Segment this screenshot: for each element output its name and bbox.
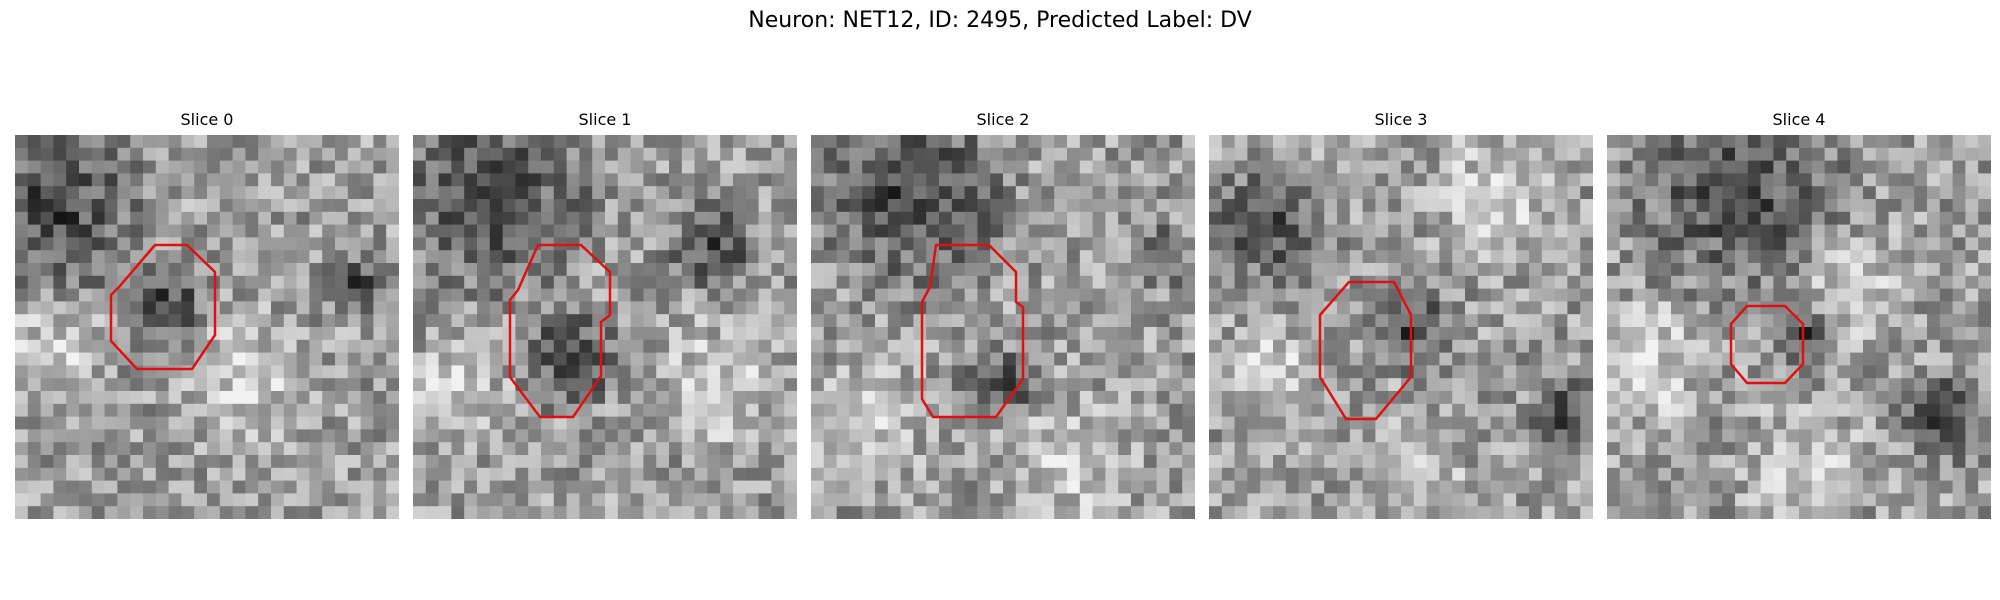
pixel-grid [413,135,797,519]
slice-image [15,135,399,519]
panel-title: Slice 3 [1374,110,1428,129]
slice-image [1607,135,1991,519]
panel-title: Slice 1 [578,110,632,129]
panel-title: Slice 4 [1772,110,1826,129]
pixel-grid [811,135,1195,519]
pixel-grid [1209,135,1593,519]
neuron-contour [1318,280,1413,421]
pixel-grid [15,135,399,519]
slice-image [1209,135,1593,519]
panel-title: Slice 0 [180,110,234,129]
neuron-contour [109,243,217,371]
neuron-contour [508,243,612,419]
panel-title: Slice 2 [976,110,1030,129]
neuron-contour [1729,304,1805,385]
slice-image [413,135,797,519]
neuron-contour [920,243,1025,419]
slice-image [811,135,1195,519]
pixel-grid [1607,135,1991,519]
figure-title: Neuron: NET12, ID: 2495, Predicted Label… [748,8,1252,33]
